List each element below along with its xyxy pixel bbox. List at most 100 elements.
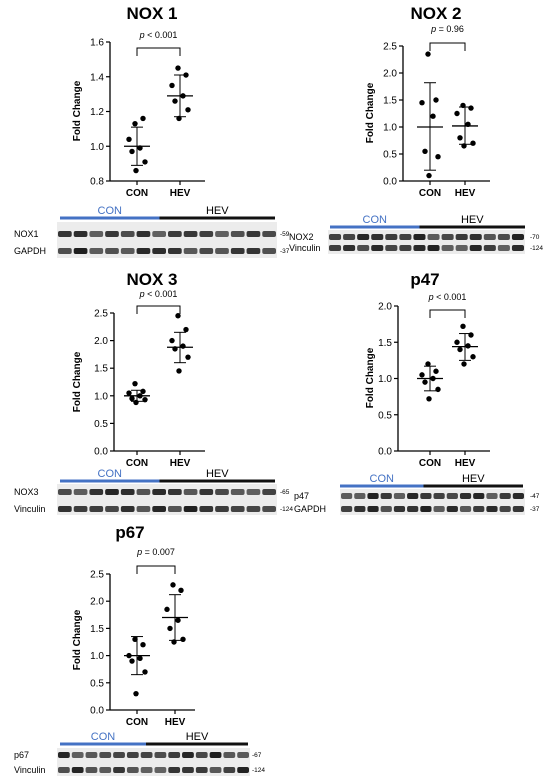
nox3-blot-band — [230, 489, 245, 495]
nox1-con-point — [133, 167, 139, 174]
nox2-blot-con-label: CON — [363, 214, 388, 226]
p47-blot-band — [486, 493, 498, 499]
nox3-y-tick-label: 1.0 — [94, 391, 108, 402]
p47-blot-band — [420, 493, 432, 499]
nox1-blot-band — [262, 231, 276, 237]
p67-blot-band — [195, 752, 208, 758]
p47-blot-band — [512, 506, 524, 512]
nox2-blot-band — [329, 234, 342, 240]
nox3-hev-point — [175, 313, 181, 319]
p67-y-axis-title: Fold Change — [72, 609, 83, 670]
nox3-blot-band — [215, 489, 229, 495]
nox2-blot-band — [511, 245, 524, 251]
nox2-blot-band — [385, 245, 398, 251]
nox3-hev-point — [180, 343, 186, 349]
nox3-blot-band — [246, 489, 261, 495]
p67-y-tick-label: 2.5 — [90, 570, 104, 581]
nox3-blot-band — [136, 506, 151, 512]
p47-blot-band — [407, 493, 419, 499]
nox2-blot-band — [343, 245, 356, 251]
nox2-blot-hev-label: HEV — [461, 214, 484, 226]
p47-category-label-hev: HEV — [455, 458, 476, 469]
nox3-con-point — [133, 399, 139, 406]
nox1-blot-row-label: NOX1 — [14, 229, 39, 239]
nox2-hev-point — [465, 121, 471, 128]
nox3-blot-hev-label: HEV — [206, 468, 229, 480]
p47-blot-band — [499, 506, 511, 512]
nox2-blot-band — [385, 234, 398, 240]
nox2-y-tick-label: 1.5 — [383, 96, 397, 107]
p67-blot-band — [237, 752, 249, 758]
nox3-blot-band — [73, 489, 88, 495]
p47-con-point — [425, 361, 431, 367]
p47-hev-point — [454, 339, 460, 345]
p47-blot-band — [473, 506, 485, 512]
nox1-blot-band — [246, 231, 261, 237]
p47-blot-kda-label: -47 — [530, 493, 540, 500]
nox2-hev-point — [468, 105, 474, 111]
p47-con-point — [433, 368, 439, 374]
p67-title: p67 — [115, 523, 144, 542]
nox3-category-label-con: CON — [126, 458, 148, 469]
p67-con-point — [132, 636, 138, 642]
p67-blot-row-label: p67 — [14, 750, 29, 760]
p67-category-label-con: CON — [126, 717, 148, 728]
p47-hev-point — [468, 332, 474, 338]
nox3-hev-point — [169, 337, 175, 344]
nox2-hev-point — [461, 143, 467, 149]
nox1-blot-band — [262, 248, 276, 254]
nox3-blot-band — [136, 489, 151, 495]
p47-blot-band — [354, 506, 366, 512]
p67-blot-band — [237, 767, 249, 773]
p67-y-tick-label: 1.5 — [90, 624, 104, 635]
nox3-hev-point — [185, 354, 191, 360]
nox1-blot-band — [152, 231, 166, 237]
p67-blot-band — [113, 767, 125, 773]
nox3-blot-row-label: Vinculin — [14, 504, 45, 514]
nox1-y-tick-label: 1.2 — [90, 107, 104, 118]
p67-y-tick-label: 2.0 — [90, 597, 104, 608]
nox3-blot-row-label: NOX3 — [14, 487, 39, 497]
p67-blot-kda-label: -124 — [252, 767, 265, 774]
nox3-blot-band — [230, 506, 245, 512]
nox2-blot-row-label: Vinculin — [289, 243, 320, 253]
nox3-p-value: p < 0.001 — [139, 289, 178, 299]
nox2-y-tick-label: 0.0 — [383, 177, 397, 188]
nox1-y-tick-label: 1.0 — [90, 142, 104, 153]
p67-y-tick-label: 0.5 — [90, 678, 104, 689]
nox1-con-point — [132, 120, 138, 127]
nox3-title: NOX 3 — [126, 270, 177, 289]
nox3-blot-band — [152, 489, 166, 495]
p67-blot-band — [58, 752, 70, 758]
p67-blot-band — [126, 752, 139, 758]
p67-blot-band — [71, 752, 84, 758]
p47-blot-film — [340, 489, 525, 515]
nox3-blot-band — [168, 489, 182, 495]
nox1-blot-band — [230, 231, 245, 237]
nox2-category-label-con: CON — [419, 188, 441, 199]
p67-hev-point — [164, 606, 170, 613]
p67-blot-band — [85, 752, 98, 758]
p47-blot-band — [499, 493, 511, 499]
nox1-category-label-hev: HEV — [170, 188, 191, 199]
nox2-y-tick-label: 1.0 — [383, 123, 397, 134]
p47-blot-band — [367, 493, 379, 499]
nox3-blot-band — [73, 506, 88, 512]
p47-blot-band — [486, 506, 498, 512]
nox3-y-tick-label: 1.5 — [94, 364, 108, 375]
nox3-con-point — [132, 380, 138, 387]
nox3-blot-kda-label: -65 — [280, 489, 290, 496]
p47-blot-kda-label: -37 — [530, 506, 540, 513]
p67-blot-band — [154, 752, 167, 758]
p67-con-point — [140, 642, 146, 648]
nox1-blot-band — [89, 231, 104, 237]
p47-blot-band — [393, 506, 406, 512]
p67-hev-point — [167, 625, 173, 632]
nox1-category-label-con: CON — [126, 188, 148, 199]
nox3-hev-point — [172, 346, 178, 352]
p47-blot-band — [512, 493, 524, 499]
nox2-blot-band — [469, 234, 482, 240]
p67-blot-band — [209, 767, 222, 773]
nox2-blot-kda-label: -124 — [530, 245, 543, 252]
nox3-con-point — [142, 396, 148, 403]
